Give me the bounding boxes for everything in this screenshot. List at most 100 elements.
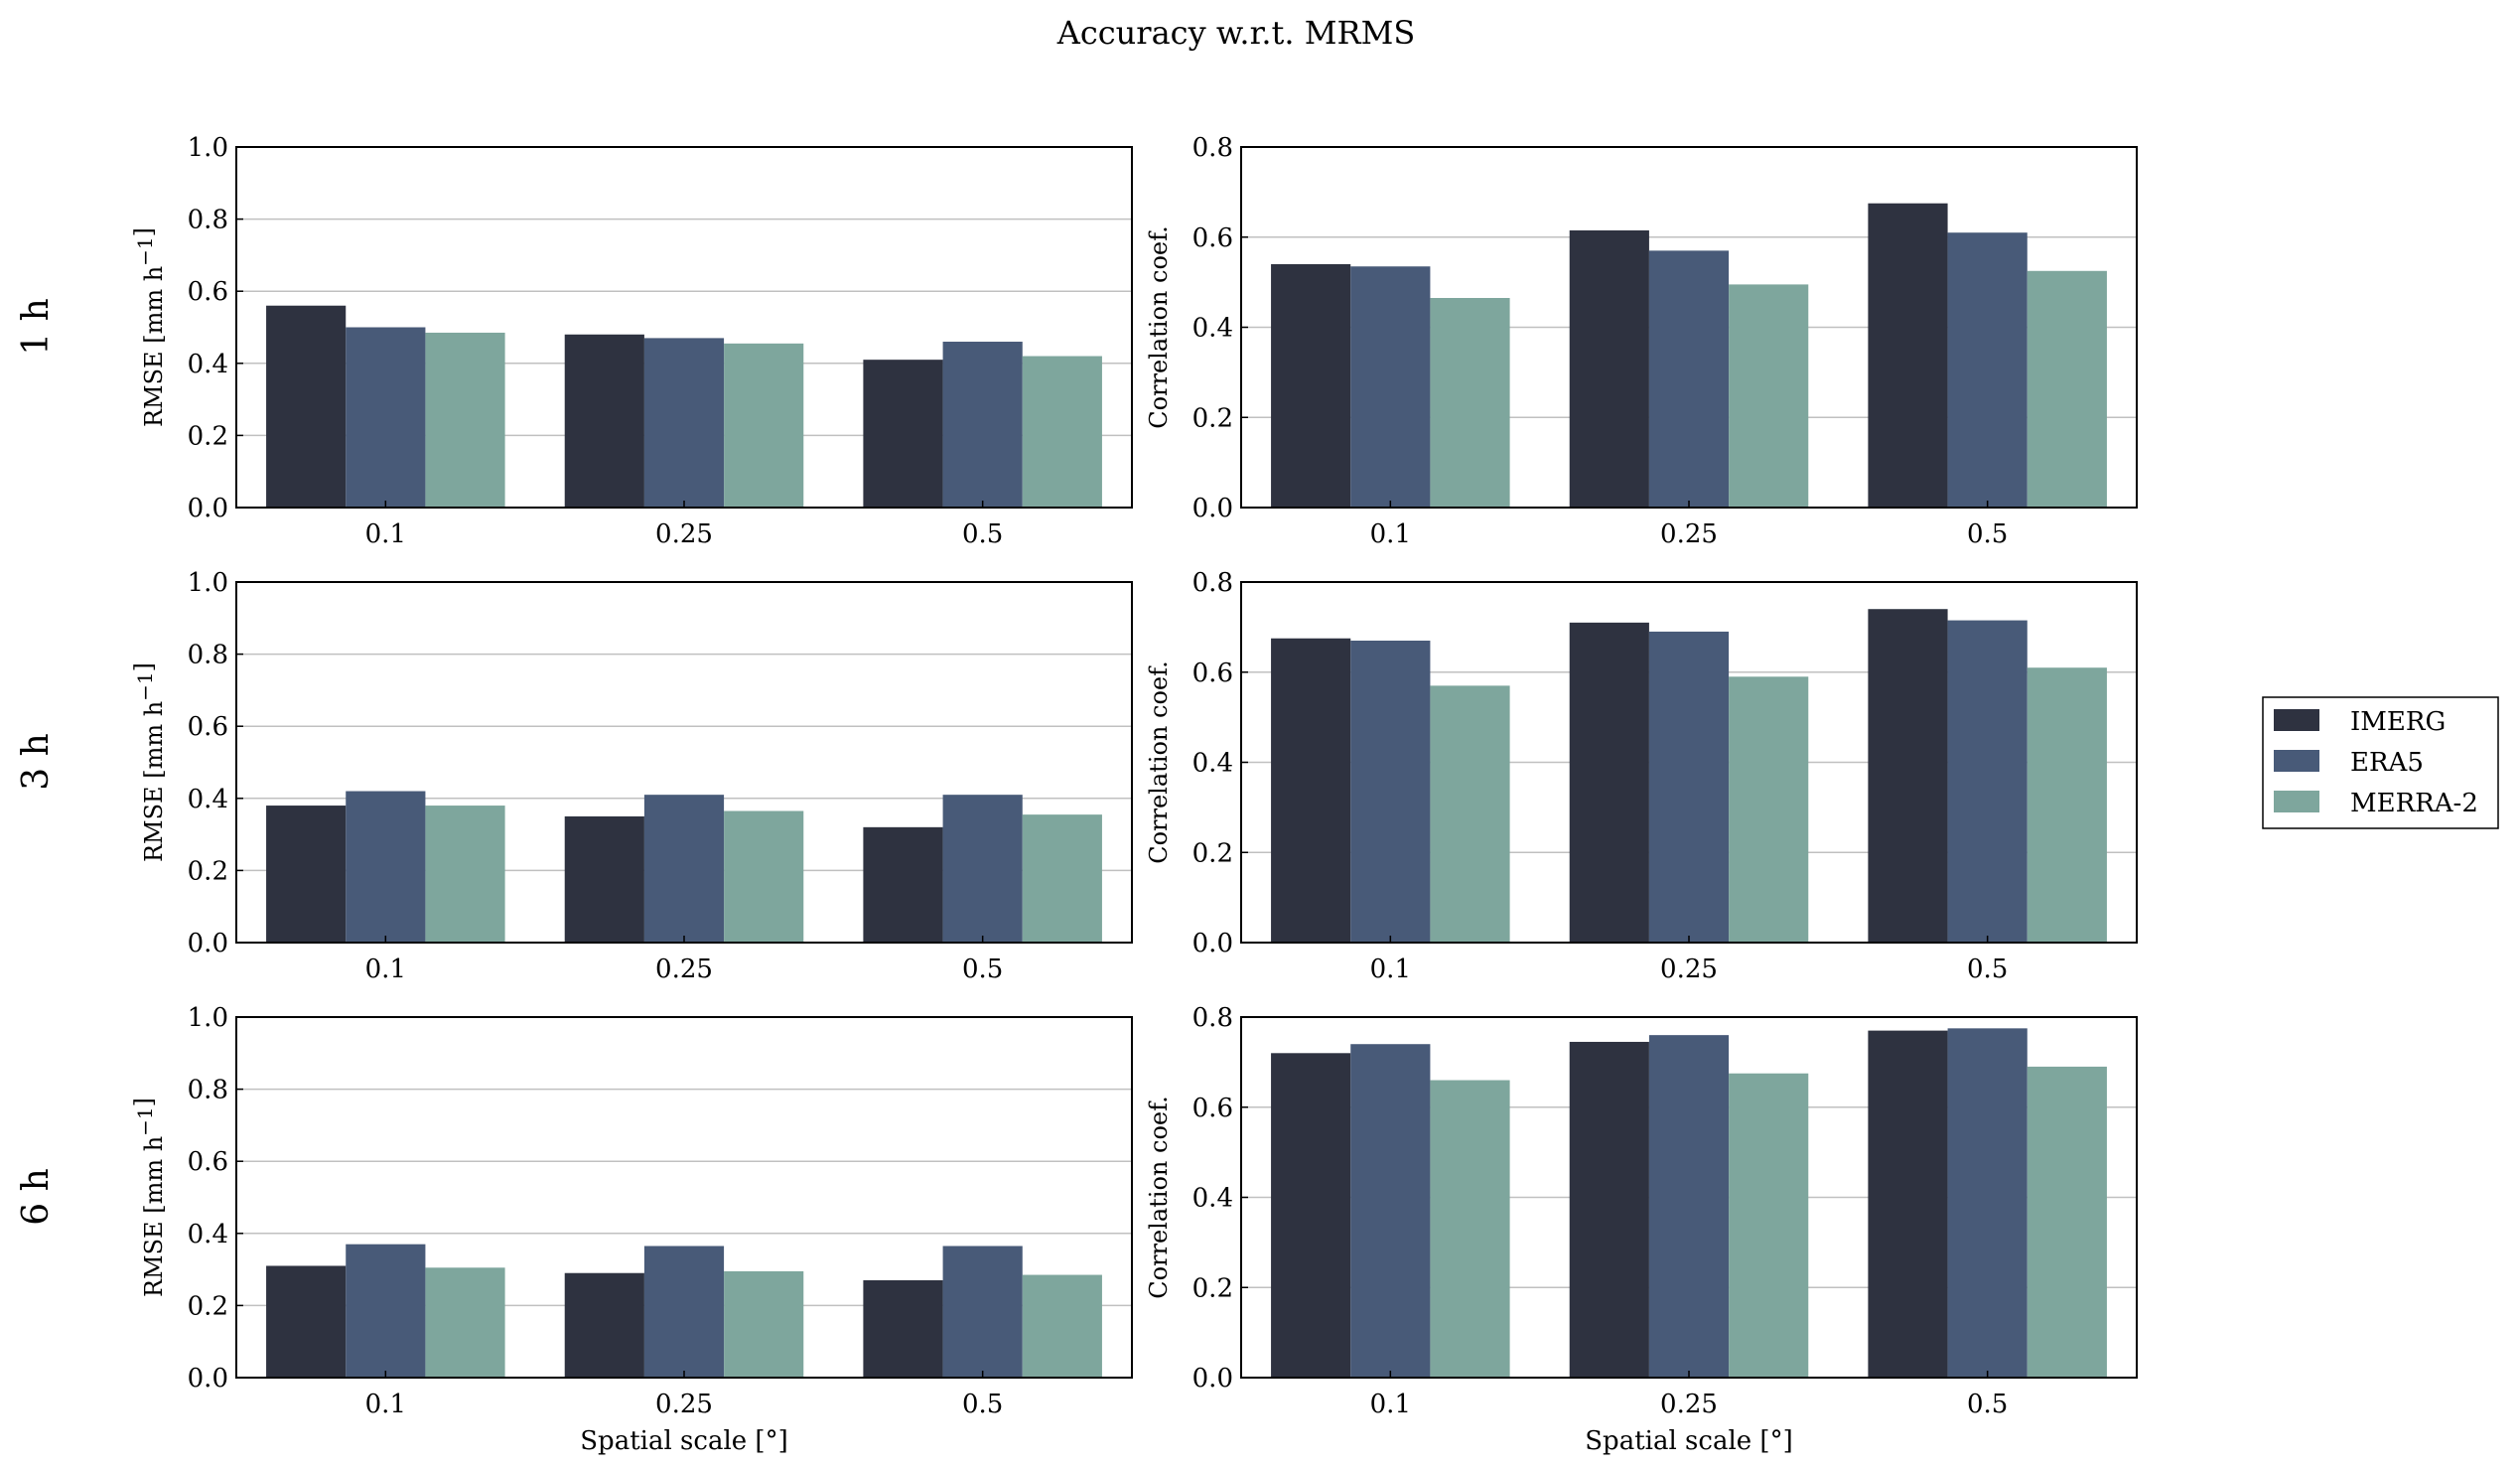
bar-merra-2-0.5	[1022, 356, 1102, 508]
y-tick-label: 1.0	[188, 133, 228, 163]
y-tick-label: 0.4	[1192, 1184, 1233, 1214]
bar-merra-2-0.1	[1430, 685, 1510, 943]
row-label-6h: 6 h	[16, 1168, 57, 1226]
panel-5: 0.0 0.2 0.4 0.6 0.8 1.0 0.1 0.25 0.5 RMSE [mm h−1…	[130, 1003, 1133, 1456]
x-tick-label: 0.5	[962, 1390, 1003, 1419]
x-tick-label: 0.1	[1370, 954, 1411, 984]
bar-era5-0.25	[1648, 250, 1730, 509]
x-tick-label: 0.1	[1370, 1390, 1411, 1419]
bar-era5-0.1	[346, 791, 426, 943]
bar-merra-2-0.5	[2027, 1066, 2107, 1378]
y-tick-label: 0.0	[188, 1364, 228, 1394]
bar-imerg-0.1	[266, 305, 347, 508]
y-tick-label: 0.2	[1192, 1273, 1233, 1303]
bar-imerg-0.1	[266, 1265, 347, 1378]
bar-era5-0.5	[1947, 1028, 2028, 1378]
y-tick-label: 1.0	[188, 1003, 228, 1033]
bar-era5-0.25	[1648, 1035, 1730, 1378]
bar-merra-2-0.1	[425, 1267, 505, 1378]
x-tick-label: 0.5	[962, 519, 1003, 549]
x-tick-label: 0.25	[1660, 519, 1718, 549]
bar-imerg-0.1	[1271, 638, 1351, 943]
bar-merra-2-0.25	[1729, 284, 1809, 508]
bar-imerg-0.5	[1868, 1030, 1948, 1378]
bar-imerg-0.25	[564, 1272, 644, 1378]
bar-imerg-0.25	[564, 815, 644, 943]
x-axis-label: Spatial scale [°]	[1585, 1426, 1792, 1456]
bar-era5-0.5	[942, 342, 1023, 508]
legend-swatch-merra2	[2274, 791, 2319, 812]
y-tick-label: 0.6	[1192, 223, 1233, 253]
bar-era5-0.1	[1350, 266, 1431, 508]
panel-2: 0.0 0.2 0.4 0.6 0.8 0.1 0.25 0.5 Correlation coe…	[1145, 133, 2138, 549]
x-tick-label: 0.25	[1660, 1390, 1718, 1419]
y-tick-label: 0.6	[188, 712, 228, 742]
x-tick-label: 0.25	[655, 1390, 713, 1419]
y-axis-label: Correlation coef.	[1145, 661, 1173, 864]
y-tick-label: 0.2	[188, 421, 228, 451]
y-axis-label: Correlation coef.	[1145, 1096, 1173, 1299]
y-tick-label: 0.2	[1192, 838, 1233, 868]
bar-merra-2-0.1	[1430, 298, 1510, 508]
y-axis-label: RMSE [mm h−1]	[130, 1098, 168, 1297]
figure-title: Accuracy w.r.t. MRMS	[1056, 14, 1416, 52]
y-tick-label: 0.2	[188, 1291, 228, 1321]
panel-1: 0.0 0.2 0.4 0.6 0.8 1.0 0.1 0.25 0.5 RMSE [mm h−1…	[130, 133, 1133, 549]
legend-label-imerg: IMERG	[2350, 707, 2446, 737]
bar-imerg-0.25	[564, 334, 644, 508]
bar-imerg-0.5	[863, 826, 943, 943]
x-tick-label: 0.1	[365, 954, 406, 984]
x-tick-label: 0.25	[1660, 954, 1718, 984]
y-tick-label: 0.4	[1192, 314, 1233, 344]
y-tick-label: 0.6	[1192, 659, 1233, 688]
bar-imerg-0.5	[1868, 609, 1948, 943]
bar-era5-0.1	[346, 1244, 426, 1378]
y-tick-label: 0.8	[188, 206, 228, 235]
bar-imerg-0.5	[863, 360, 943, 508]
y-tick-label: 0.0	[1192, 1364, 1233, 1394]
row-label-3h: 3 h	[16, 733, 57, 791]
bar-merra-2-0.25	[724, 810, 804, 943]
y-tick-label: 0.0	[1192, 494, 1233, 523]
y-tick-label: 0.6	[188, 1147, 228, 1177]
bar-era5-0.5	[942, 1246, 1023, 1378]
y-tick-label: 0.8	[1192, 568, 1233, 598]
y-tick-label: 0.2	[1192, 403, 1233, 433]
y-tick-label: 0.6	[188, 277, 228, 307]
y-axis-label: RMSE [mm h−1]	[130, 227, 168, 427]
bar-imerg-0.1	[1271, 1053, 1351, 1378]
bar-merra-2-0.5	[1022, 814, 1102, 943]
bar-imerg-0.1	[266, 806, 347, 943]
y-tick-label: 0.8	[188, 641, 228, 670]
y-tick-label: 0.4	[188, 1220, 228, 1249]
bar-era5-0.1	[1350, 640, 1431, 943]
bar-era5-0.5	[1947, 232, 2028, 508]
legend-label-merra2: MERRA-2	[2350, 789, 2478, 818]
bar-merra-2-0.25	[1729, 1073, 1809, 1378]
x-tick-label: 0.5	[1967, 954, 2008, 984]
bar-merra-2-0.5	[1022, 1274, 1102, 1378]
bar-era5-0.5	[942, 795, 1023, 943]
y-axis-label: Correlation coef.	[1145, 225, 1173, 429]
y-tick-label: 0.4	[188, 785, 228, 814]
bar-imerg-0.25	[1569, 622, 1649, 943]
bar-merra-2-0.1	[425, 332, 505, 508]
bar-merra-2-0.25	[1729, 676, 1809, 943]
x-tick-label: 0.1	[365, 1390, 406, 1419]
y-tick-label: 0.8	[188, 1076, 228, 1105]
y-tick-label: 0.0	[1192, 929, 1233, 958]
bar-era5-0.1	[346, 327, 426, 508]
y-tick-label: 0.4	[1192, 749, 1233, 779]
bar-imerg-0.25	[1569, 229, 1649, 508]
y-tick-label: 0.0	[188, 929, 228, 958]
bar-merra-2-0.5	[2027, 667, 2107, 943]
bar-merra-2-0.25	[724, 1270, 804, 1378]
row-label-1h: 1 h	[16, 298, 57, 356]
x-axis-label: Spatial scale [°]	[580, 1426, 787, 1456]
bar-merra-2-0.1	[425, 806, 505, 943]
bar-era5-0.25	[643, 1246, 725, 1378]
bar-era5-0.1	[1350, 1044, 1431, 1378]
x-tick-label: 0.25	[655, 954, 713, 984]
y-axis-label: RMSE [mm h−1]	[130, 662, 168, 862]
